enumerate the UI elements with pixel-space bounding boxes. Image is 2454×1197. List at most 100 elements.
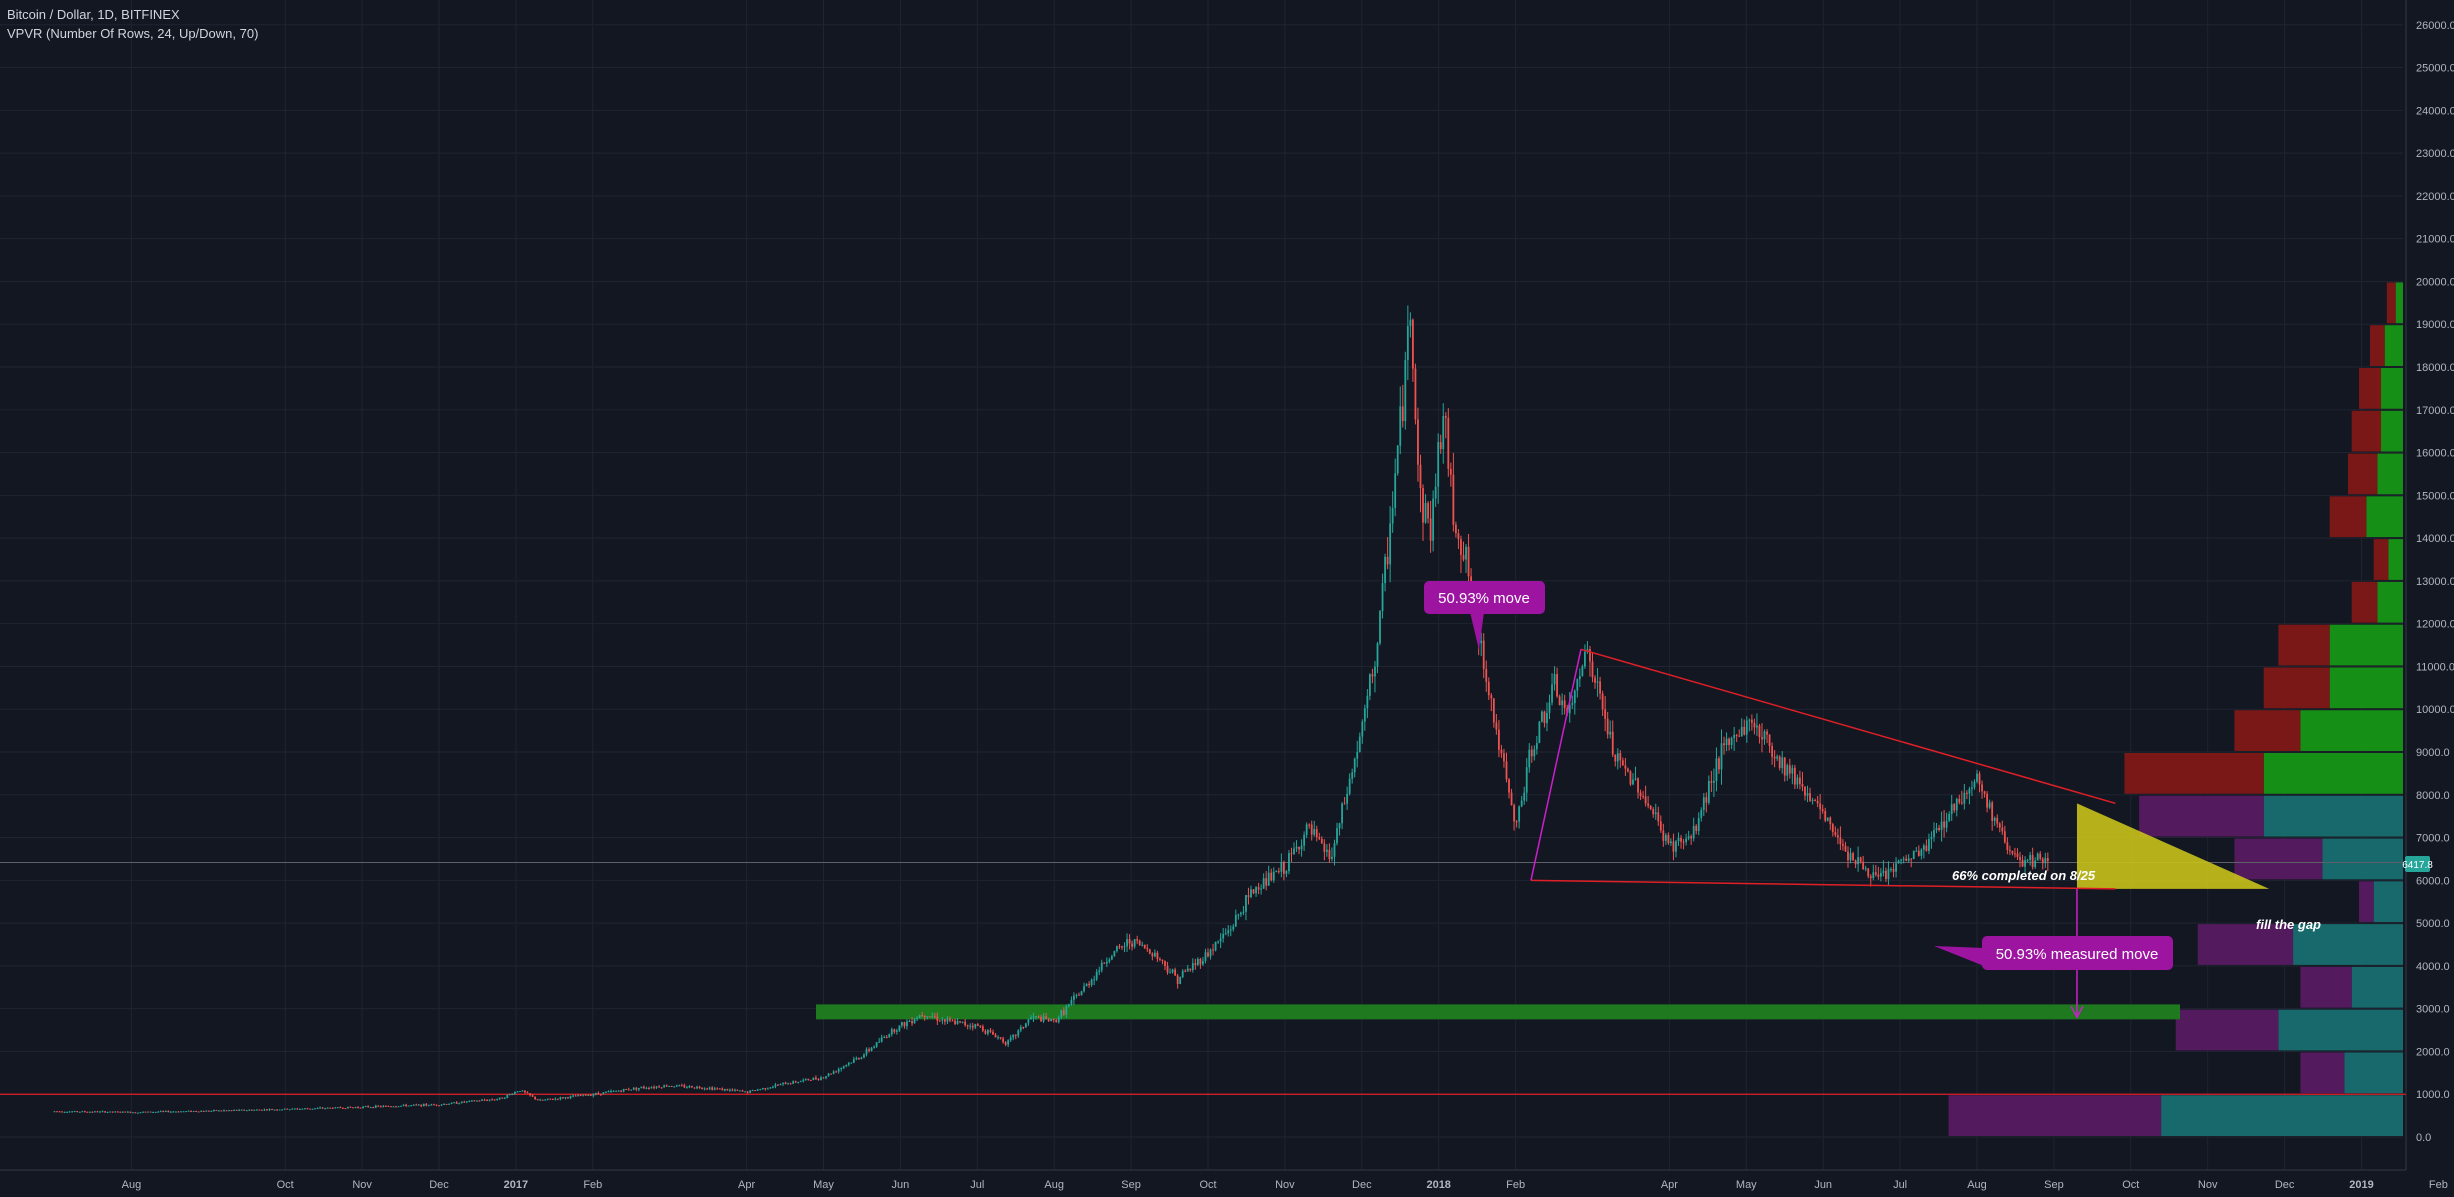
candle-body: [660, 1087, 663, 1089]
candle-body: [696, 1086, 698, 1089]
candle-body: [1371, 674, 1374, 677]
candle-body: [1368, 674, 1371, 696]
vp-bar-down: [1948, 1095, 2162, 1136]
x-tick-label: Sep: [1121, 1179, 1141, 1191]
candle-body: [1151, 953, 1154, 957]
candle-body: [865, 1049, 868, 1055]
candle-body: [387, 1105, 390, 1107]
candle-body: [1879, 873, 1882, 877]
candle-body: [73, 1111, 76, 1113]
candle-body: [1948, 814, 1951, 821]
candle-body: [1422, 488, 1424, 523]
candle-body: [890, 1029, 893, 1035]
candle-body: [903, 1022, 906, 1027]
candle-body: [1004, 1042, 1007, 1045]
x-tick-label: Dec: [1352, 1179, 1372, 1191]
candle-body: [121, 1111, 124, 1113]
candle-body: [617, 1090, 620, 1092]
candle-body: [503, 1097, 506, 1099]
candle-body: [1695, 825, 1698, 831]
candle-body: [1202, 960, 1204, 965]
candle-body: [1040, 1016, 1042, 1022]
vp-bar-up: [2161, 1095, 2403, 1136]
candle-body: [1498, 729, 1500, 750]
candle-body: [154, 1111, 157, 1113]
candle-body: [1437, 442, 1440, 487]
candle-body: [1141, 944, 1144, 946]
candle-body: [1118, 946, 1121, 948]
x-tick-label: 2018: [1426, 1179, 1450, 1191]
candle-body: [1702, 797, 1705, 811]
candle-body: [493, 1099, 496, 1101]
candle-body: [1181, 970, 1184, 978]
candle-body: [1826, 817, 1829, 821]
candle-body: [984, 1030, 987, 1034]
candle-body: [1890, 869, 1892, 871]
candle-body: [230, 1110, 233, 1112]
candle-body: [536, 1099, 539, 1101]
candle-body: [1315, 829, 1318, 838]
candle-body: [2003, 831, 2006, 843]
candle-body: [164, 1110, 167, 1112]
candle-body: [1609, 731, 1612, 735]
candle-body: [2039, 853, 2042, 859]
candle-body: [1996, 817, 1999, 824]
candle-body: [243, 1109, 246, 1111]
annotation-move-label: 50.93% move: [1438, 590, 1530, 607]
candle-body: [430, 1104, 433, 1106]
candle-body: [2011, 850, 2014, 854]
candle-body: [1108, 959, 1111, 962]
annotation-completed: 66% completed on 8/25: [1952, 868, 2096, 883]
candle-body: [1148, 949, 1151, 954]
candle-body: [918, 1015, 921, 1019]
x-tick-label: Apr: [738, 1179, 755, 1191]
candle-body: [86, 1111, 89, 1113]
candle-body: [422, 1103, 425, 1107]
candle-body: [506, 1094, 509, 1098]
candle-body: [1219, 938, 1222, 942]
candle-body: [1462, 554, 1465, 560]
candle-body: [1895, 863, 1897, 872]
candle-body: [1444, 416, 1447, 418]
candle-body: [744, 1091, 746, 1093]
candle-body: [1245, 895, 1247, 912]
candle-body: [1907, 858, 1910, 861]
candle-body: [774, 1084, 777, 1087]
candle-body: [807, 1078, 810, 1081]
vp-bar-up: [2395, 282, 2403, 324]
candle-body: [1589, 649, 1591, 662]
candle-body: [326, 1107, 329, 1109]
candle-body: [1862, 861, 1865, 870]
candle-body: [1333, 843, 1336, 857]
candle-body: [741, 1090, 744, 1092]
x-tick-label: Aug: [1044, 1179, 1064, 1191]
candle-body: [1406, 325, 1409, 360]
candle-body: [1551, 684, 1553, 703]
candle-body: [680, 1085, 683, 1087]
y-tick-label: 8000.0: [2416, 790, 2450, 802]
candle-body: [551, 1099, 554, 1101]
candle-body: [1667, 835, 1670, 844]
x-tick-label: Aug: [122, 1179, 142, 1191]
candle-body: [1116, 946, 1118, 951]
candle-body: [901, 1022, 903, 1026]
candle-body: [653, 1087, 655, 1089]
candle-body: [1568, 704, 1571, 714]
y-tick-label: 6000.0: [2416, 875, 2450, 887]
annotation-move[interactable]: 50.93% move: [1424, 581, 1545, 650]
candle-body: [1169, 972, 1171, 974]
candle-body: [992, 1031, 994, 1035]
candle-body: [1685, 838, 1687, 843]
annotation-measured-label: 50.93% measured move: [1996, 946, 2159, 963]
candle-body: [1083, 986, 1085, 992]
candle-body: [686, 1087, 688, 1089]
candle-body: [787, 1083, 789, 1085]
candle-body: [197, 1111, 200, 1113]
price-axis-bg: [2406, 0, 2454, 1197]
annotation-measured[interactable]: 50.93% measured move: [1934, 936, 2173, 970]
candle-body: [726, 1088, 729, 1091]
candle-body: [182, 1111, 185, 1113]
candle-body: [693, 1087, 696, 1089]
candle-body: [1022, 1026, 1025, 1028]
